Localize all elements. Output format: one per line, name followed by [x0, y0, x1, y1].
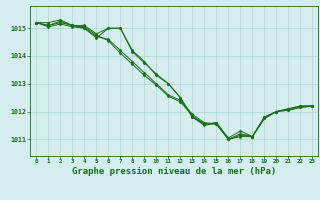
X-axis label: Graphe pression niveau de la mer (hPa): Graphe pression niveau de la mer (hPa): [72, 167, 276, 176]
